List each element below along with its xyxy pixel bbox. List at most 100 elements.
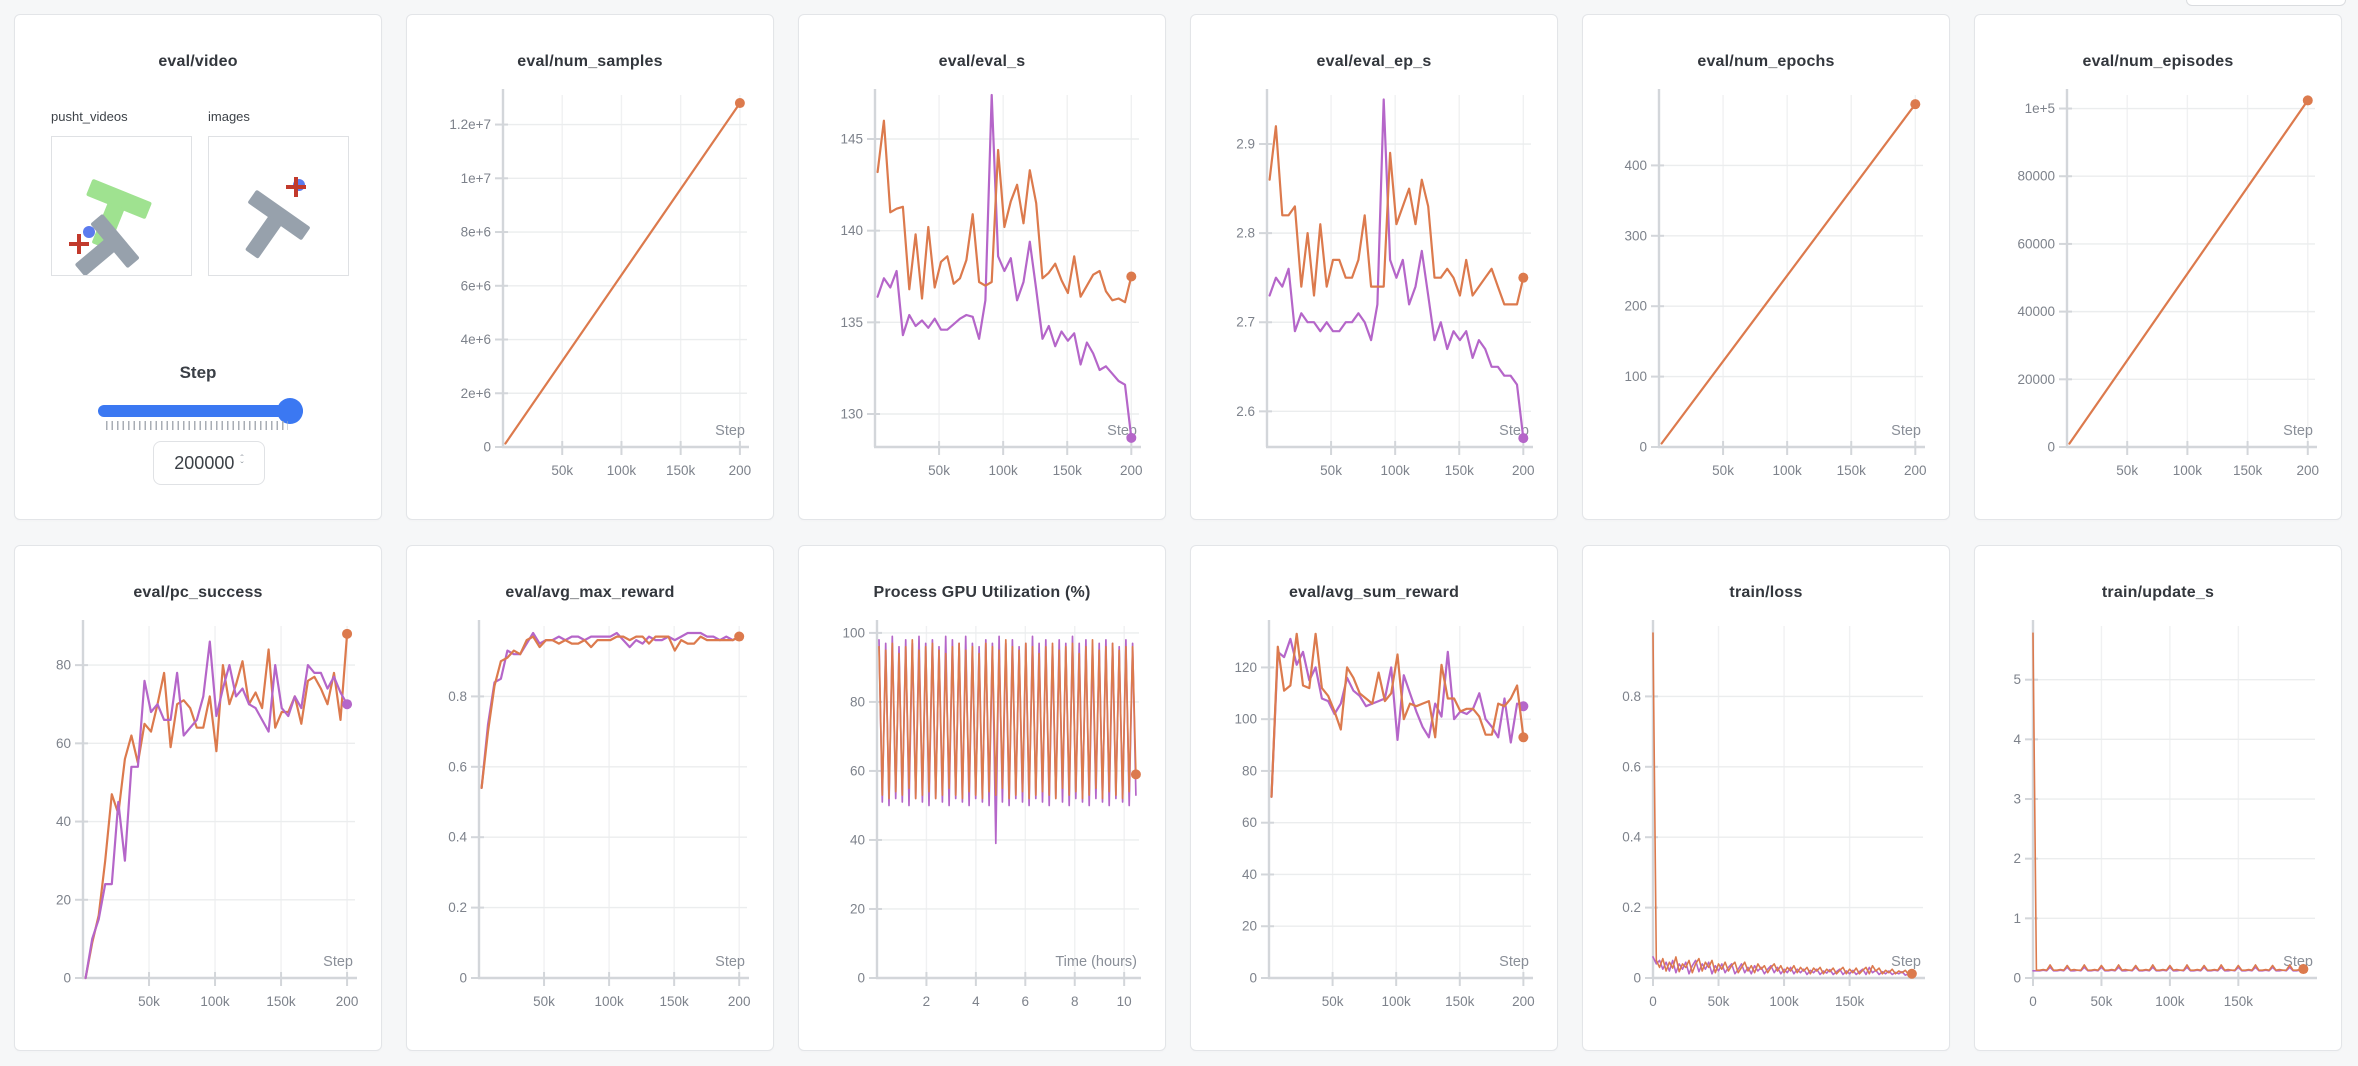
chart-eval-avg-sum-reward[interactable]: 0 20 40 60 80 100 120 50k 100k 150k 200 Step bbox=[1191, 610, 1559, 1046]
svg-text:100: 100 bbox=[842, 625, 865, 640]
svg-text:40: 40 bbox=[850, 832, 865, 847]
panel-train-loss: train/loss 0 0.2 0.4 0.6 0.8 0 50k 100k 150k Step bbox=[1582, 545, 1950, 1051]
svg-text:100k: 100k bbox=[594, 994, 624, 1009]
svg-text:0: 0 bbox=[2029, 994, 2037, 1009]
svg-text:50k: 50k bbox=[2116, 463, 2138, 478]
svg-text:50k: 50k bbox=[1320, 463, 1342, 478]
block-t-shape bbox=[245, 190, 310, 259]
svg-text:50k: 50k bbox=[1322, 994, 1344, 1009]
svg-text:Step: Step bbox=[1891, 954, 1921, 970]
svg-text:50k: 50k bbox=[551, 463, 573, 478]
svg-text:150k: 150k bbox=[660, 994, 690, 1009]
svg-text:10: 10 bbox=[1117, 994, 1132, 1009]
chart-eval-num-samples[interactable]: 0 2e+6 4e+6 6e+6 8e+6 1e+7 1.2e+7 50k 100k 150k 20… bbox=[407, 79, 775, 515]
svg-text:1e+5: 1e+5 bbox=[2025, 101, 2055, 116]
svg-text:100k: 100k bbox=[2173, 463, 2203, 478]
panel-eval-avg-sum-reward: eval/avg_sum_reward 0 20 40 60 80 100 120 50k 10… bbox=[1190, 545, 1558, 1051]
chart-gpu-utilization[interactable]: 0 20 40 60 80 100 2 4 6 8 10 Time (hours) bbox=[799, 610, 1167, 1046]
panel-row-1: eval/video pusht_videos images bbox=[14, 14, 2342, 520]
svg-text:0: 0 bbox=[2013, 971, 2021, 986]
panel-title: eval/avg_sum_reward bbox=[1288, 584, 1460, 601]
panel-row-2: eval/pc_success 0 20 40 60 80 50k 100k 150k 200 S… bbox=[14, 545, 2342, 1051]
pusht-scene-graphic bbox=[69, 179, 152, 276]
svg-text:150k: 150k bbox=[1445, 463, 1475, 478]
svg-text:50k: 50k bbox=[928, 463, 950, 478]
panel-eval-pc-success: eval/pc_success 0 20 40 60 80 50k 100k 150k 200 S… bbox=[14, 545, 382, 1051]
svg-text:20: 20 bbox=[850, 901, 865, 916]
svg-text:1.2e+7: 1.2e+7 bbox=[449, 117, 491, 132]
svg-text:80: 80 bbox=[850, 694, 865, 709]
svg-text:40000: 40000 bbox=[2017, 304, 2055, 319]
svg-text:8: 8 bbox=[1071, 994, 1079, 1009]
panel-eval-video: eval/video pusht_videos images bbox=[14, 14, 382, 520]
svg-text:0.2: 0.2 bbox=[448, 900, 467, 915]
chart-eval-pc-success[interactable]: 0 20 40 60 80 50k 100k 150k 200 Step bbox=[15, 610, 383, 1046]
svg-text:100k: 100k bbox=[2155, 994, 2185, 1009]
panel-eval-eval-ep-s: eval/eval_ep_s 2.6 2.7 2.8 2.9 50k 100k 150k 20… bbox=[1190, 14, 1558, 520]
svg-text:20: 20 bbox=[1242, 919, 1257, 934]
panel-title: eval/num_episodes bbox=[2082, 53, 2234, 70]
svg-text:0: 0 bbox=[483, 440, 491, 455]
svg-text:0.8: 0.8 bbox=[1622, 689, 1641, 704]
target-cross bbox=[286, 177, 306, 197]
svg-text:2.6: 2.6 bbox=[1236, 404, 1255, 419]
pusht-video-thumbnail[interactable] bbox=[51, 136, 192, 276]
svg-text:50k: 50k bbox=[533, 994, 555, 1009]
panel-title: eval/pc_success bbox=[133, 584, 263, 601]
chart-train-loss[interactable]: 0 0.2 0.4 0.6 0.8 0 50k 100k 150k Step bbox=[1583, 610, 1951, 1046]
step-down-icon[interactable]: ˇ bbox=[240, 461, 244, 472]
panel-gpu-utilization: Process GPU Utilization (%) 0 20 40 60 80 100… bbox=[798, 545, 1166, 1051]
svg-text:0.8: 0.8 bbox=[448, 689, 467, 704]
dashboard-grid: eval/video pusht_videos images bbox=[14, 14, 2342, 1051]
panel-eval-num-episodes: eval/num_episodes 0 20000 40000 60000 80000 1… bbox=[1974, 14, 2342, 520]
svg-text:130: 130 bbox=[840, 407, 863, 422]
svg-text:150k: 150k bbox=[1837, 463, 1867, 478]
svg-text:200: 200 bbox=[1120, 463, 1143, 478]
step-value: 200000 bbox=[174, 452, 235, 473]
images-scene-graphic bbox=[245, 177, 310, 259]
step-slider-track[interactable] bbox=[98, 405, 303, 417]
svg-text:100k: 100k bbox=[1382, 994, 1412, 1009]
svg-text:100k: 100k bbox=[1773, 463, 1803, 478]
svg-text:60: 60 bbox=[1242, 815, 1257, 830]
svg-text:120: 120 bbox=[1234, 660, 1257, 675]
step-up-icon[interactable]: ˆ bbox=[240, 454, 244, 465]
step-slider-ruler bbox=[106, 421, 288, 430]
svg-text:6e+6: 6e+6 bbox=[461, 278, 491, 293]
svg-text:50k: 50k bbox=[138, 994, 160, 1009]
svg-text:Step: Step bbox=[2283, 423, 2313, 439]
svg-text:80: 80 bbox=[1242, 763, 1257, 778]
svg-text:100k: 100k bbox=[989, 463, 1019, 478]
images-thumbnail[interactable] bbox=[208, 136, 349, 276]
svg-text:140: 140 bbox=[840, 223, 863, 238]
chart-eval-num-episodes[interactable]: 0 20000 40000 60000 80000 1e+5 50k 100k 150k 200 S… bbox=[1975, 79, 2343, 515]
svg-text:60: 60 bbox=[56, 736, 71, 751]
media-label-pusht-videos: pusht_videos bbox=[51, 109, 128, 124]
svg-text:0: 0 bbox=[2047, 440, 2055, 455]
svg-text:100k: 100k bbox=[607, 463, 637, 478]
panel-title: eval/eval_ep_s bbox=[1316, 53, 1432, 70]
svg-text:6: 6 bbox=[1022, 994, 1030, 1009]
svg-text:2: 2 bbox=[2013, 851, 2021, 866]
svg-text:0: 0 bbox=[1639, 440, 1647, 455]
svg-text:200: 200 bbox=[1512, 994, 1535, 1009]
svg-text:8e+6: 8e+6 bbox=[461, 225, 491, 240]
panel-eval-num-samples: eval/num_samples 0 2e+6 4e+6 6e+6 8e+6 1e+7 1.… bbox=[406, 14, 774, 520]
panel-eval-num-epochs: eval/num_epochs 0 100 200 300 400 50k 100k 150k… bbox=[1582, 14, 1950, 520]
chart-eval-num-epochs[interactable]: 0 100 200 300 400 50k 100k 150k 200 Step bbox=[1583, 79, 1951, 515]
svg-text:150k: 150k bbox=[1053, 463, 1083, 478]
step-stepper[interactable]: ˆ ˇ bbox=[240, 454, 244, 472]
panel-title: eval/avg_max_reward bbox=[505, 584, 675, 601]
svg-text:100: 100 bbox=[1624, 369, 1647, 384]
step-value-input[interactable]: 200000 ˆ ˇ bbox=[153, 441, 265, 485]
svg-text:0.2: 0.2 bbox=[1622, 900, 1641, 915]
svg-text:100: 100 bbox=[1234, 712, 1257, 727]
step-slider-handle[interactable] bbox=[277, 398, 303, 424]
svg-text:0.4: 0.4 bbox=[448, 830, 467, 845]
chart-eval-avg-max-reward[interactable]: 0 0.2 0.4 0.6 0.8 50k 100k 150k 200 Step bbox=[407, 610, 775, 1046]
svg-text:80000: 80000 bbox=[2017, 169, 2055, 184]
svg-text:100k: 100k bbox=[200, 994, 230, 1009]
